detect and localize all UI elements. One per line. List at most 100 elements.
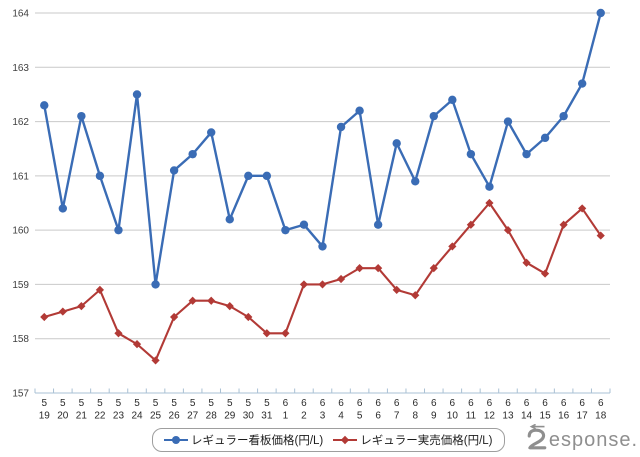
data-point-6/16: [559, 220, 568, 229]
data-point-5/31: [262, 329, 271, 338]
data-point-5/23: [114, 225, 123, 235]
x-label-day-6/7: 7: [394, 411, 400, 422]
legend-label-jitsubai: レギュラー実売価格(円/L): [360, 435, 493, 447]
legend-marker-kanban-icon: [164, 436, 188, 444]
x-label-month-6/2: 6: [301, 398, 307, 409]
data-point-6/3: [318, 280, 327, 289]
x-label-month-5/21: 5: [79, 398, 85, 409]
response-watermark: esponse.: [525, 423, 638, 451]
data-point-5/20: [58, 204, 68, 213]
x-label-day-6/12: 12: [484, 411, 496, 422]
x-label-day-6/15: 15: [540, 411, 552, 422]
x-label-day-5/25: 25: [150, 411, 162, 422]
x-label-day-6/2: 2: [301, 411, 307, 422]
x-label-month-5/22: 5: [97, 398, 103, 409]
x-label-month-6/12: 6: [487, 398, 493, 409]
x-label-month-6/13: 6: [505, 398, 511, 409]
data-point-5/26: [169, 166, 179, 175]
data-point-5/30: [244, 312, 253, 322]
x-label-month-6/3: 6: [320, 398, 326, 409]
y-tick-label-161: 161: [12, 171, 29, 182]
x-label-day-5/19: 19: [39, 411, 51, 422]
y-axis-labels: 157 158 159 160 161 162 163 164: [12, 9, 29, 400]
x-label-month-5/25: 5: [153, 398, 159, 409]
x-label-day-6/13: 13: [502, 411, 514, 422]
x-label-day-5/26: 26: [169, 411, 181, 422]
y-tick-label-163: 163: [12, 63, 29, 74]
data-point-6/18: [596, 8, 605, 18]
x-label-month-6/9: 6: [431, 398, 437, 409]
data-point-6/16: [559, 111, 568, 121]
x-label-month-5/30: 5: [246, 398, 252, 409]
x-label-month-6/18: 6: [598, 398, 604, 409]
data-point-6/10: [448, 95, 457, 105]
x-label-month-6/11: 6: [468, 398, 474, 409]
x-label-day-6/10: 10: [447, 411, 459, 422]
data-point-6/11: [466, 149, 476, 159]
x-label-month-6/16: 6: [561, 398, 567, 409]
x-label-month-5/29: 5: [227, 398, 233, 409]
data-point-6/15: [540, 133, 550, 143]
x-label-month-6/10: 6: [450, 398, 456, 409]
y-tick-label-162: 162: [12, 117, 29, 128]
x-label-month-6/17: 6: [579, 398, 585, 409]
x-label-day-6/4: 4: [338, 411, 344, 422]
data-point-6/12: [485, 182, 494, 191]
x-label-day-5/22: 22: [94, 411, 106, 422]
x-label-month-5/19: 5: [41, 398, 47, 409]
data-point-5/28: [207, 296, 216, 305]
data-point-5/22: [95, 285, 105, 294]
series-kanban: [40, 8, 605, 289]
x-label-day-6/1: 1: [283, 411, 289, 422]
x-axis-labels: 5195205215225235245255265275285295305316…: [39, 398, 607, 422]
data-point-6/12: [485, 198, 494, 208]
data-point-5/29: [225, 302, 234, 311]
data-point-5/25: [151, 356, 160, 365]
data-point-5/23: [114, 329, 123, 338]
series-jitsubai: [40, 198, 605, 365]
x-label-day-6/5: 5: [357, 411, 363, 422]
data-point-6/17: [578, 204, 587, 213]
data-point-5/29: [225, 215, 234, 224]
x-label-month-5/28: 5: [208, 398, 214, 409]
data-point-6/6: [374, 264, 383, 273]
x-label-day-5/30: 30: [243, 411, 255, 422]
data-point-6/1: [281, 225, 290, 235]
x-label-month-5/31: 5: [264, 398, 270, 409]
data-point-6/9: [429, 264, 438, 273]
x-label-month-5/26: 5: [171, 398, 177, 409]
data-point-5/22: [95, 171, 105, 181]
x-axis: [34, 388, 611, 393]
response-logo-icon: [527, 424, 547, 450]
data-point-6/17: [577, 79, 587, 88]
data-point-5/20: [58, 307, 67, 316]
watermark-text: esponse.: [548, 429, 638, 451]
y-tick-label-160: 160: [12, 226, 29, 237]
x-label-day-5/27: 27: [187, 411, 199, 422]
x-label-day-6/8: 8: [412, 411, 418, 422]
x-label-day-6/14: 14: [521, 411, 533, 422]
data-point-6/7: [392, 285, 401, 294]
x-label-month-6/4: 6: [338, 398, 344, 409]
data-point-6/13: [503, 226, 513, 235]
data-point-5/30: [244, 171, 253, 181]
data-point-6/14: [522, 258, 531, 267]
data-point-5/27: [188, 149, 197, 159]
data-point-6/4: [336, 274, 346, 284]
x-label-day-6/11: 11: [466, 411, 477, 422]
data-point-5/26: [170, 312, 179, 322]
data-point-5/21: [77, 111, 86, 121]
data-point-6/10: [448, 242, 457, 251]
x-label-day-6/18: 18: [595, 411, 607, 422]
data-point-6/9: [429, 111, 438, 121]
x-label-month-6/15: 6: [542, 398, 548, 409]
x-label-day-6/16: 16: [558, 411, 570, 422]
data-point-6/2: [299, 220, 309, 229]
data-point-6/13: [503, 117, 513, 126]
y-tick-label-159: 159: [12, 280, 29, 291]
x-label-month-6/6: 6: [375, 398, 381, 409]
data-point-6/15: [540, 269, 550, 278]
x-label-month-5/24: 5: [134, 398, 140, 409]
data-point-6/4: [336, 122, 346, 132]
